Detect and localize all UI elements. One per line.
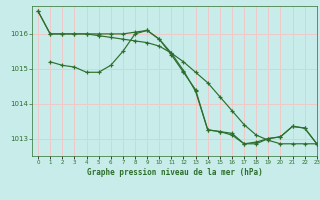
X-axis label: Graphe pression niveau de la mer (hPa): Graphe pression niveau de la mer (hPa) — [86, 168, 262, 177]
